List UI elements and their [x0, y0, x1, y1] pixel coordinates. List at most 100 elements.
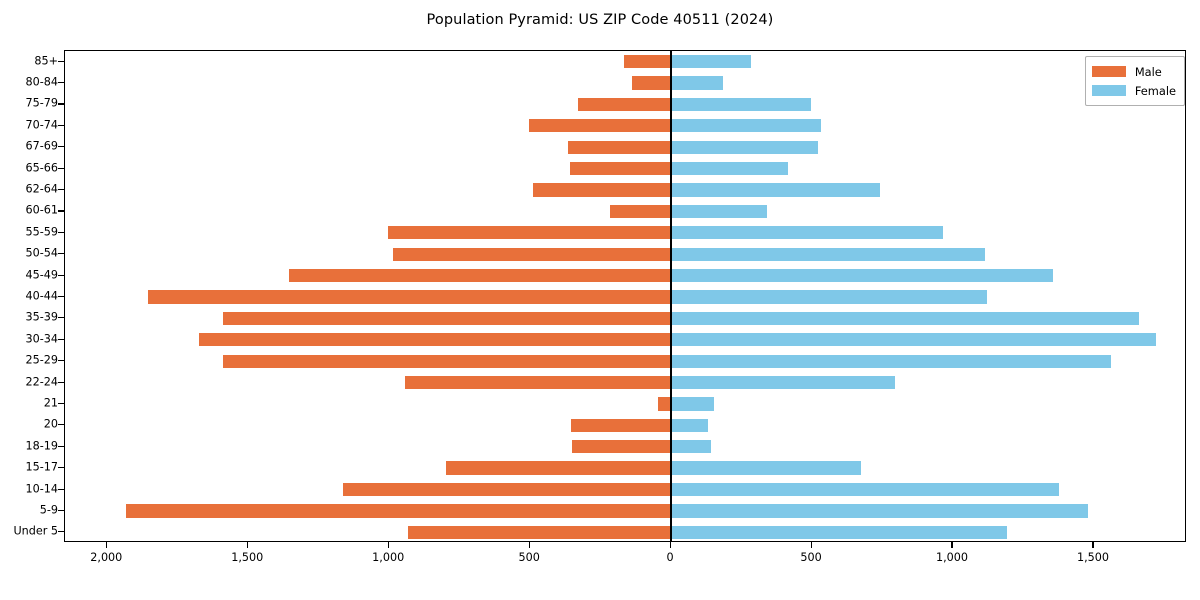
plot-area [64, 50, 1186, 542]
y-axis-tick-label: 70-74 [25, 118, 58, 132]
bar-female [671, 204, 767, 219]
y-axis-tick-label: 45-49 [25, 268, 58, 282]
y-axis-tick-mark [58, 445, 64, 447]
x-axis-tick-mark [669, 542, 671, 548]
bar-female [671, 76, 724, 90]
bars-layer [65, 51, 1185, 541]
bar-row [65, 140, 1185, 154]
y-axis-tick-label: 10-14 [25, 482, 58, 496]
bar-female [671, 290, 987, 304]
y-axis-tick-mark [58, 146, 64, 148]
bar-row [65, 333, 1185, 347]
y-axis-tick-label: 80-84 [25, 75, 58, 89]
bar-female [671, 247, 986, 261]
y-axis-tick-label: 30-34 [25, 332, 58, 346]
bar-male [623, 55, 672, 69]
legend-swatch-male [1091, 66, 1126, 77]
y-axis-tick-label: 75-79 [25, 96, 58, 110]
y-axis-tick-mark [58, 488, 64, 490]
bar-male [568, 140, 672, 154]
x-axis-tick-label: 500 [518, 551, 540, 564]
bar-row [65, 119, 1185, 133]
bar-female [671, 525, 1007, 539]
y-axis-tick-label: 20 [43, 417, 58, 431]
bar-row [65, 268, 1185, 283]
y-axis-tick-label: 50-54 [25, 246, 58, 260]
bar-male [528, 119, 672, 133]
x-axis-tick-mark [105, 542, 107, 548]
bar-male [532, 183, 672, 197]
bar-female [671, 333, 1156, 347]
y-axis-tick-mark [58, 296, 64, 298]
bar-male [222, 311, 672, 325]
y-axis-tick-mark [58, 82, 64, 84]
bar-male [198, 333, 672, 347]
y-axis-tick-mark [58, 317, 64, 319]
y-axis-tick-mark [58, 509, 64, 511]
x-axis-tick-mark [1092, 542, 1094, 548]
y-axis-tick-label: 21 [43, 396, 58, 410]
bar-female [671, 97, 811, 112]
bar-row [65, 504, 1185, 518]
legend-label-male: Male [1134, 64, 1162, 79]
y-axis-tick-mark [58, 531, 64, 533]
x-axis-tick-label: 1,500 [231, 551, 264, 564]
bar-row [65, 354, 1185, 368]
legend-swatch-female [1091, 85, 1126, 96]
y-axis-tick-mark [58, 124, 64, 126]
chart-title: Population Pyramid: US ZIP Code 40511 (2… [426, 12, 774, 28]
y-axis-tick-mark [58, 274, 64, 276]
bar-male [148, 290, 672, 304]
bar-row [65, 397, 1185, 411]
bar-male [407, 525, 672, 539]
y-axis-tick-label: 40-44 [25, 289, 58, 303]
bar-male [631, 76, 672, 90]
bar-row [65, 525, 1185, 539]
y-axis-tick-label: 35-39 [25, 310, 58, 324]
bar-male [572, 440, 672, 454]
bar-male [569, 162, 672, 176]
bar-row [65, 375, 1185, 390]
bar-female [671, 440, 711, 454]
y-axis-tick-mark [58, 189, 64, 191]
bar-female [671, 354, 1111, 368]
bar-row [65, 418, 1185, 432]
bar-male [610, 204, 672, 219]
bar-row [65, 311, 1185, 325]
bar-male [578, 97, 672, 112]
bar-row [65, 226, 1185, 240]
x-axis-tick-mark [951, 542, 953, 548]
bar-male [125, 504, 672, 518]
y-axis-tick-label: 15-17 [25, 460, 58, 474]
y-axis-tick-mark [58, 167, 64, 169]
y-axis-tick-label: 25-29 [25, 353, 58, 367]
legend-label-female: Female [1134, 83, 1176, 98]
y-axis-tick-mark [58, 60, 64, 62]
bar-female [671, 482, 1059, 497]
bar-row [65, 440, 1185, 454]
bar-female [671, 504, 1089, 518]
bar-male [445, 461, 672, 475]
bar-female [671, 140, 818, 154]
y-axis-tick-label: 5-9 [39, 503, 58, 517]
x-axis-tick-label: 1,500 [1076, 551, 1109, 564]
x-axis-tick-label: 500 [800, 551, 822, 564]
y-axis-tick-mark [58, 402, 64, 405]
bar-female [671, 162, 789, 176]
bar-row [65, 461, 1185, 475]
bar-row [65, 76, 1185, 90]
bar-female [671, 226, 944, 240]
bar-row [65, 482, 1185, 497]
y-axis-tick-mark [58, 231, 64, 233]
y-axis-tick-label: Under 5 [13, 524, 58, 538]
bar-row [65, 183, 1185, 197]
bar-female [671, 397, 715, 411]
legend-entry-female: Female [1091, 81, 1176, 100]
y-axis-tick-label: 22-24 [25, 375, 58, 389]
y-axis-tick-mark [58, 381, 64, 383]
zero-axis-line [670, 51, 672, 541]
y-axis-tick-label: 60-61 [25, 203, 58, 217]
y-axis-tick-mark [58, 210, 64, 212]
x-axis-tick-label: 0 [666, 551, 674, 564]
